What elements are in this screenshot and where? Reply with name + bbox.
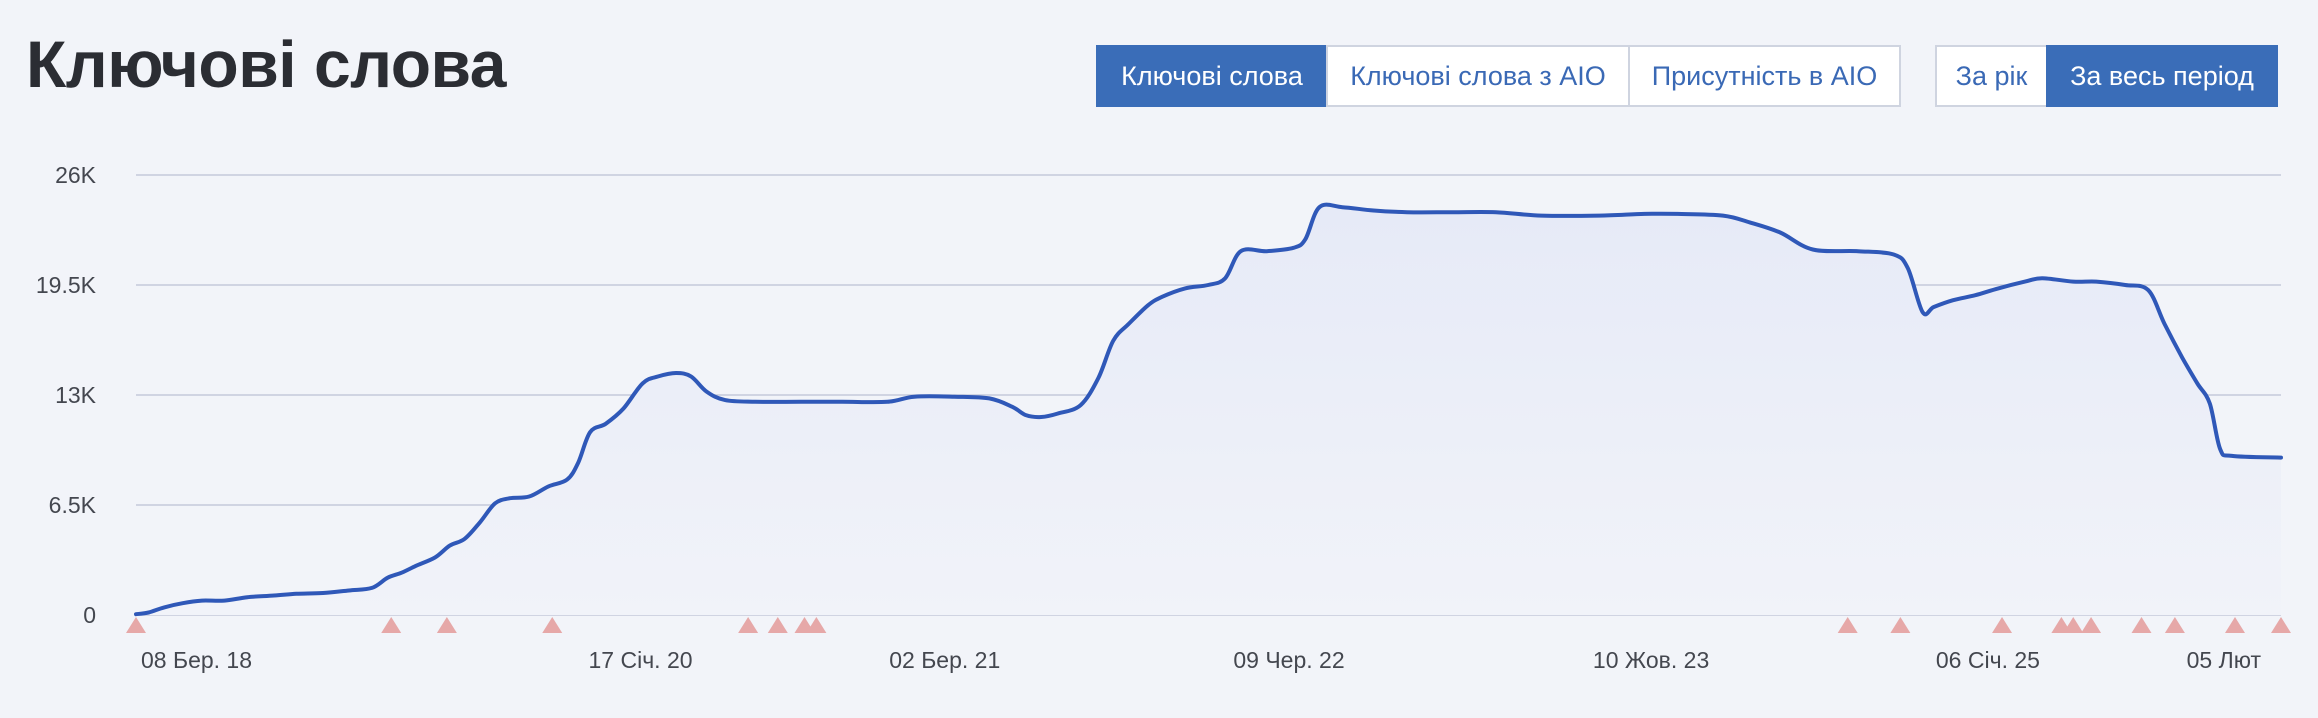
x-tick-label: 02 Бер. 21 [889,647,1000,673]
event-marker [2224,617,2245,633]
event-marker [2063,617,2084,633]
event-marker [381,617,402,633]
y-tick-label: 0 [83,602,96,628]
y-tick-label: 26K [55,162,97,188]
event-marker [1890,617,1911,633]
event-marker [2271,617,2291,633]
x-tick-label: 05 Лют [2187,647,2262,673]
event-marker [2081,617,2102,633]
tab-keywords[interactable]: Ключові слова [1096,45,1328,107]
event-marker [1837,617,1858,633]
event-marker [542,617,563,633]
event-marker [436,617,457,633]
x-tick-label: 09 Чер. 22 [1233,647,1344,673]
x-tick-label: 08 Бер. 18 [141,647,252,673]
event-marker [738,617,759,633]
period-tab-group: За рік За весь період [1935,45,2278,107]
series-area [136,204,2281,615]
metric-tab-group: Ключові слова Ключові слова з AIO Присут… [1096,45,1901,107]
page-title: Ключові слова [26,27,506,101]
event-marker [767,617,788,633]
tab-aio-presence[interactable]: Присутність в AIO [1628,45,1901,107]
y-tick-label: 13K [55,382,97,408]
y-tick-label: 19.5K [36,272,97,298]
event-marker [2131,617,2152,633]
series-line [134,202,2283,617]
x-tick-label: 06 Січ. 25 [1936,647,2040,673]
event-marker [806,617,827,633]
tab-period-year[interactable]: За рік [1935,45,2048,107]
y-tick-label: 6.5K [49,492,97,518]
x-tick-label: 10 Жов. 23 [1593,647,1709,673]
x-tick-label: 17 Січ. 20 [589,647,693,673]
event-marker [1992,617,2013,633]
event-marker [126,617,146,633]
event-marker [2164,617,2185,633]
tab-period-all-time[interactable]: За весь період [2046,45,2278,107]
